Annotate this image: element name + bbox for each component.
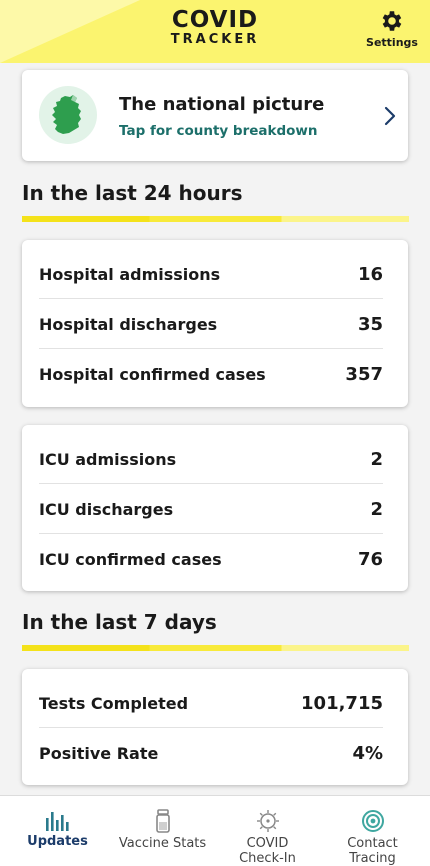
app-logo: COVID TRACKER	[165, 7, 265, 47]
stat-value: 2	[370, 448, 383, 470]
section-title-24h: In the last 24 hours	[22, 181, 243, 205]
nav-label: Contact Tracing	[347, 836, 398, 866]
section-underline-24h	[22, 216, 409, 222]
stat-label: Hospital confirmed cases	[39, 364, 266, 384]
bar-chart-icon	[45, 812, 69, 831]
app-header: COVID TRACKER Settings	[0, 0, 430, 63]
section-underline-7d	[22, 645, 409, 651]
national-picture-card[interactable]: The national picture Tap for county brea…	[22, 70, 408, 161]
stat-label: Hospital admissions	[39, 264, 221, 284]
ireland-map-icon	[52, 95, 81, 134]
stat-label: ICU confirmed cases	[39, 549, 222, 569]
stat-label: ICU discharges	[39, 499, 174, 519]
nav-covid-check-in[interactable]: COVID Check-In	[215, 796, 320, 866]
stat-row: Positive Rate 4%	[39, 728, 383, 778]
gear-icon	[382, 11, 402, 31]
bottom-nav: Updates Vaccine Stats COVID Check-In	[0, 795, 430, 866]
stat-label: Tests Completed	[39, 693, 189, 713]
row-divider	[39, 483, 383, 484]
row-divider	[39, 533, 383, 534]
nav-label: Vaccine Stats	[118, 836, 207, 851]
stat-label: ICU admissions	[39, 449, 177, 469]
section-title-7d: In the last 7 days	[22, 610, 217, 634]
stat-value: 76	[357, 548, 383, 570]
stat-row: Hospital admissions 16	[39, 249, 383, 299]
stat-value: 16	[357, 263, 383, 285]
county-breakdown-link[interactable]: Tap for county breakdown	[119, 123, 318, 139]
stat-row: Hospital confirmed cases 357	[39, 349, 383, 399]
logo-line-1: COVID	[171, 7, 259, 33]
contact-tracing-icon	[361, 810, 384, 832]
virus-icon	[256, 810, 279, 832]
stat-label: Positive Rate	[39, 743, 159, 763]
settings-button[interactable]: Settings	[366, 8, 418, 49]
stat-value: 357	[345, 363, 383, 385]
stat-row: Hospital discharges 35	[39, 299, 383, 349]
nav-label: COVID Check-In	[239, 836, 296, 866]
stat-row: ICU confirmed cases 76	[39, 534, 383, 584]
stat-value: 2	[370, 498, 383, 520]
hospital-stats-card: Hospital admissions 16 Hospital discharg…	[22, 240, 408, 407]
icu-stats-card: ICU admissions 2 ICU discharges 2 ICU co…	[22, 425, 408, 591]
stat-value: 35	[357, 313, 383, 335]
map-badge	[39, 86, 97, 144]
stat-value: 101,715	[301, 692, 383, 714]
row-divider	[39, 727, 383, 728]
tests-stats-card: Tests Completed 101,715 Positive Rate 4%	[22, 669, 408, 785]
settings-label: Settings	[366, 36, 418, 49]
vial-icon	[155, 809, 170, 833]
nav-vaccine-stats[interactable]: Vaccine Stats	[110, 796, 215, 866]
stat-label: Hospital discharges	[39, 314, 218, 334]
stat-value: 4%	[352, 742, 383, 764]
nav-label: Updates	[27, 834, 88, 849]
stat-row: ICU discharges 2	[39, 484, 383, 534]
header-decoration	[0, 0, 140, 63]
chevron-right-icon	[384, 106, 396, 126]
row-divider	[39, 348, 383, 349]
nav-updates[interactable]: Updates	[5, 796, 110, 866]
stat-row: ICU admissions 2	[39, 434, 383, 484]
national-picture-title: The national picture	[119, 94, 325, 115]
logo-line-2: TRACKER	[170, 32, 260, 47]
row-divider	[39, 298, 383, 299]
nav-contact-tracing[interactable]: Contact Tracing	[320, 796, 425, 866]
stat-row: Tests Completed 101,715	[39, 678, 383, 728]
